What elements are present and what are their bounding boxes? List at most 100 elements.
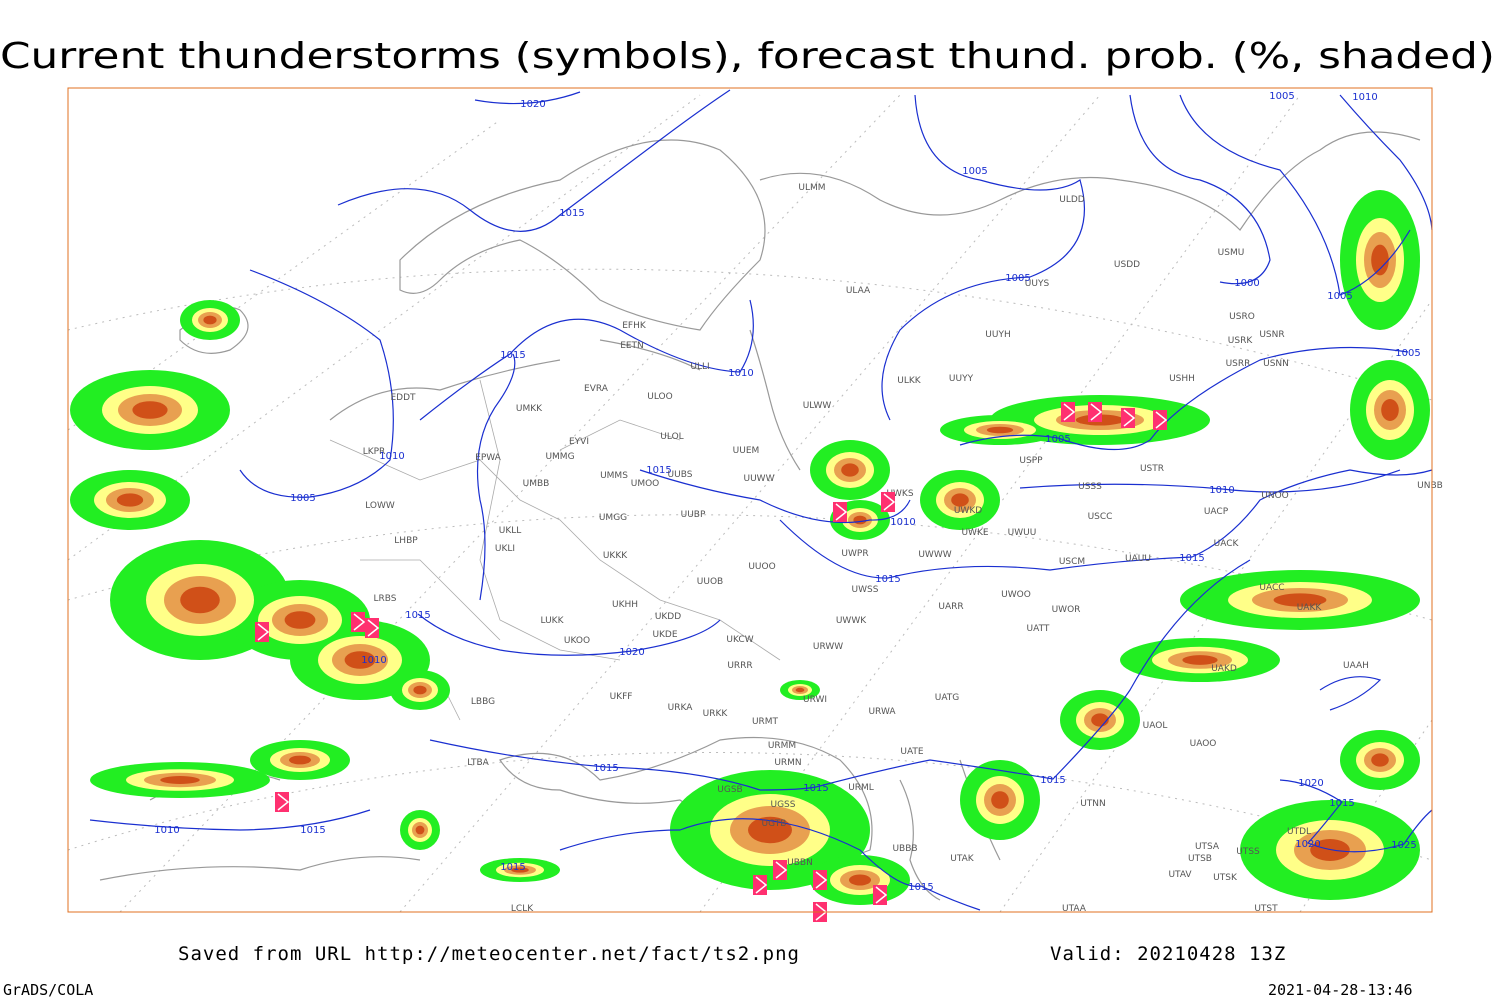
isobar-line <box>419 299 754 421</box>
storm-symbol <box>813 870 827 890</box>
prob-shade <box>1371 244 1389 276</box>
prob-shade <box>748 816 792 844</box>
isobar-label: 1015 <box>500 862 525 873</box>
station-label: ULDD <box>1059 195 1085 205</box>
station-label: URRR <box>727 661 752 671</box>
prob-shade <box>841 463 859 477</box>
isobar-label: 1015 <box>559 208 584 219</box>
station-labels: ULMM ULDD USMU USDD ULAA UUYS USRO USRK USNR USRR… <box>363 183 1443 914</box>
station-label: UKDE <box>652 630 677 640</box>
isobar-line <box>1019 469 1401 493</box>
station-label: UKLI <box>495 544 515 554</box>
station-label: ULOL <box>660 432 683 442</box>
station-label: UUOB <box>697 577 723 587</box>
source-url: Saved from URL http://meteocenter.net/fa… <box>178 943 800 965</box>
isobar-labels: 1020 1015 1005 1005 1010 1005 1000 1005 1005 1015… <box>154 91 1420 893</box>
storm-symbol-mark <box>353 613 366 631</box>
station-label: LHBP <box>394 536 418 546</box>
storm-symbol-mark <box>883 493 896 511</box>
station-label: EFHK <box>622 321 647 331</box>
station-label: UUWW <box>744 474 775 484</box>
software-credit: GrADS/COLA <box>3 981 93 999</box>
storm-symbol-mark <box>775 861 788 879</box>
storm-symbol <box>255 622 269 642</box>
map: 1020 1015 1005 1005 1010 1005 1000 1005 1005 1015… <box>67 87 1443 922</box>
storm-symbol-mark <box>755 876 768 894</box>
station-label: UTAK <box>950 854 975 864</box>
station-label: UKOO <box>564 636 590 646</box>
storm-symbol-mark <box>1063 403 1076 421</box>
station-label: UKDD <box>655 612 681 622</box>
station-label: UTNN <box>1080 799 1106 809</box>
isobar-label: 1015 <box>875 574 900 585</box>
prob-shade <box>415 825 425 835</box>
station-label: UATT <box>1027 624 1050 634</box>
station-label: UKCW <box>726 635 753 645</box>
station-label: UTAV <box>1168 870 1192 880</box>
isobar-line <box>1179 94 1411 296</box>
station-label: UWOO <box>1001 590 1031 600</box>
station-label: EYVI <box>569 437 589 447</box>
station-label: URWA <box>868 707 896 717</box>
storm-symbol <box>873 885 887 905</box>
isobar-label: 1015 <box>405 610 430 621</box>
black-sea <box>499 736 873 859</box>
storm-symbol-mark <box>367 619 380 637</box>
station-label: EDDT <box>390 393 416 403</box>
station-label: UMBB <box>523 479 550 489</box>
isobar-line <box>1129 94 1271 285</box>
station-label: EPWA <box>475 453 502 463</box>
station-label: UUEM <box>733 446 760 456</box>
station-label: UKHH <box>612 600 638 610</box>
prob-shade <box>853 515 867 525</box>
storm-symbol <box>1121 408 1135 428</box>
station-label: UKLL <box>499 526 522 536</box>
prob-shade <box>132 401 168 419</box>
isobar-label: 1005 <box>1045 434 1070 445</box>
isobar-line <box>881 94 1085 421</box>
station-label: ULOO <box>647 392 672 402</box>
station-label: UUBP <box>681 510 706 520</box>
station-label: UAUU <box>1125 554 1151 564</box>
prob-shade <box>180 586 220 614</box>
borders <box>329 379 781 721</box>
storm-symbol <box>351 612 365 632</box>
station-label: USSS <box>1078 482 1102 492</box>
station-label: UGSS <box>771 800 796 810</box>
isobar-label: 1000 <box>1234 278 1259 289</box>
scandinavia <box>399 139 766 331</box>
station-label: UACP <box>1204 507 1229 517</box>
station-label: URMM <box>768 741 796 751</box>
station-label: LUKK <box>541 616 565 626</box>
storm-symbol-mark <box>1155 411 1168 429</box>
prob-shade <box>203 315 217 325</box>
station-label: UTSB <box>1188 854 1212 864</box>
isobar-label: 1015 <box>908 882 933 893</box>
isobar-label: 1020 <box>619 647 644 658</box>
isobar-label: 1020 <box>1295 839 1320 850</box>
station-label: ULLI <box>690 362 709 372</box>
station-label: UMMS <box>600 471 628 481</box>
station-label: UKFF <box>610 692 633 702</box>
station-label: UMKK <box>516 404 543 414</box>
station-label: UWPR <box>841 549 868 559</box>
storm-symbol <box>365 618 379 638</box>
station-label: USPP <box>1019 456 1043 466</box>
station-label: UWKS <box>886 489 913 499</box>
station-label: USCC <box>1088 512 1113 522</box>
isobar-label: 1005 <box>1269 91 1294 102</box>
storm-symbol-mark <box>277 793 290 811</box>
station-label: UMMG <box>545 452 574 462</box>
prob-shade <box>284 611 316 629</box>
station-label: UBBN <box>787 858 813 868</box>
prob-shade <box>1273 593 1327 607</box>
station-label: USRO <box>1229 312 1255 322</box>
isobar-line <box>476 353 911 601</box>
storm-symbol-mark <box>257 623 270 641</box>
station-label: URWW <box>813 642 843 652</box>
prob-shade <box>795 687 805 693</box>
map-border <box>67 87 1433 913</box>
meridians <box>67 94 1433 913</box>
isobar-label: 1005 <box>1327 291 1352 302</box>
isobar-label: 1005 <box>1005 273 1030 284</box>
